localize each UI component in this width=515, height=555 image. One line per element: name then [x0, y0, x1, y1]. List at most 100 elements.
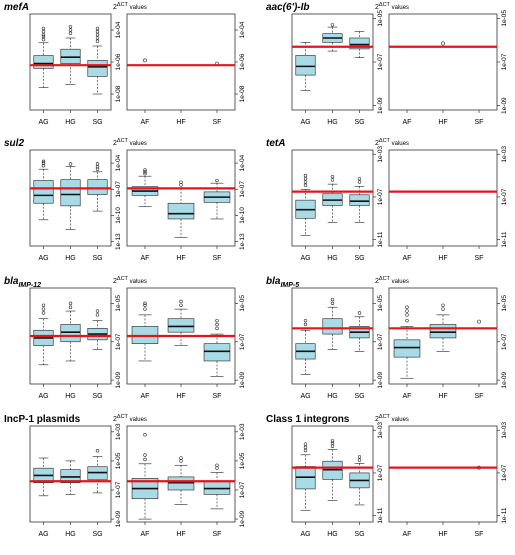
outlier-point: [330, 439, 335, 443]
category-label: AF: [403, 531, 412, 538]
right-plot: 1e-09 1e-07 1e-05 1e-03 AF HF SF: [126, 423, 246, 538]
outlier-point: [330, 23, 335, 27]
panel-title: blaIMP-5: [266, 276, 299, 289]
box: [60, 324, 81, 343]
outlier-point: [95, 449, 100, 453]
unit-superscript: ΔCT: [117, 276, 129, 282]
category-label: SF: [213, 531, 222, 538]
outlier-point: [68, 305, 73, 309]
y-tick-label: 1e-03: [239, 423, 246, 440]
y-tick-label: 1e-03: [377, 146, 384, 163]
outlier-point: [41, 26, 46, 31]
outlier-point: [357, 177, 362, 181]
outlier-point: [179, 299, 183, 304]
outlier-point: [303, 448, 308, 453]
left-plot: 1e-13 1e-10 1e-07 1e-04 AG HG SG: [29, 149, 122, 262]
left-plot: 1e-09 1e-07 1e-05 1e-03 AG HG SG: [29, 423, 122, 538]
outlier-point: [143, 433, 147, 437]
outlier-point: [143, 168, 147, 172]
box: [393, 339, 421, 358]
outlier-point: [405, 309, 409, 313]
y-tick-label: 1e-03: [115, 423, 122, 440]
y-tick-label: 1e-09: [115, 371, 122, 388]
category-label: AF: [141, 119, 150, 126]
y-tick-label: 1e-09: [115, 510, 122, 527]
outlier-point: [441, 303, 445, 307]
outlier-point: [441, 307, 445, 311]
outlier-point: [215, 466, 219, 470]
outlier-point: [215, 322, 219, 327]
panel-title: IncP-1 plasmids: [4, 414, 81, 425]
panel-title-text: bla: [4, 276, 19, 287]
box: [349, 194, 370, 206]
y-tick-label: 1e-06: [115, 53, 122, 70]
category-label: AG: [38, 531, 48, 538]
y-tick-label: 1e-13: [115, 233, 122, 250]
outlier-point: [41, 307, 46, 311]
outlier-point: [179, 303, 183, 307]
outlier-point: [95, 313, 100, 317]
right-plot: 1e-09 1e-07 1e-05 AF HF SF: [388, 10, 508, 126]
y-axis-unit-label: 2ΔCT values: [375, 276, 409, 285]
panel-title-text: Class 1 integrons: [266, 414, 350, 425]
y-tick-label: 1e-07: [239, 333, 246, 350]
box: [203, 343, 231, 362]
category-label: AF: [403, 393, 412, 400]
unit-suffix: values: [390, 5, 409, 11]
panel-title: Class 1 integrons: [266, 414, 350, 425]
category-label: AG: [300, 255, 310, 262]
y-tick-label: 1e-04: [115, 154, 122, 171]
right-plot: 1e-11 1e-07 1e-03 AF HF SF: [388, 422, 508, 538]
box: [87, 60, 108, 77]
panel-2: aac(6')-Ib 2ΔCT values 1e-09 1e-07 1e-05 AG HG…: [266, 2, 508, 126]
panel-3: sul2 2ΔCT values 1e-13 1e-10 1e-07 1e-04 AG HG S…: [4, 138, 246, 262]
category-label: HG: [327, 531, 338, 538]
category-label: SF: [475, 119, 484, 126]
y-tick-label: 1e-07: [377, 333, 384, 350]
outlier-point: [179, 456, 183, 460]
outlier-point: [143, 303, 147, 307]
unit-base: 2: [113, 278, 117, 285]
outlier-point: [41, 34, 46, 39]
unit-base: 2: [375, 140, 379, 147]
left-plot: 1e-11 1e-07 1e-03 AG HG SG: [291, 146, 384, 262]
category-label: HF: [438, 531, 447, 538]
outlier-point: [405, 313, 409, 317]
panel-8: Class 1 integrons 2ΔCT values1e-111e-071e…: [266, 414, 508, 538]
category-label: SF: [213, 119, 222, 126]
y-tick-label: 1e-03: [501, 422, 508, 439]
outlier-point: [41, 29, 46, 34]
plot-frame: [388, 425, 498, 523]
unit-superscript: ΔCT: [379, 414, 391, 420]
y-axis-unit-label: 2ΔCT values: [113, 414, 147, 423]
panel-title: mefA: [4, 2, 29, 13]
y-tick-label: 1e-05: [115, 295, 122, 312]
plot-frame: [388, 149, 498, 247]
unit-suffix: values: [390, 279, 409, 285]
category-label: AF: [141, 255, 150, 262]
left-plot: 1e-09 1e-07 1e-05 AG HG SG: [29, 287, 122, 400]
panel-title-text: mefA: [4, 2, 29, 13]
unit-superscript: ΔCT: [379, 276, 391, 282]
outlier-point: [95, 26, 100, 31]
outlier-point: [41, 161, 46, 165]
outlier-point: [95, 309, 100, 313]
y-tick-label: 1e-05: [239, 295, 246, 312]
category-label: AG: [300, 393, 310, 400]
y-tick-label: 1e-05: [239, 452, 246, 469]
category-label: HF: [176, 531, 185, 538]
unit-superscript: ΔCT: [117, 414, 129, 420]
panel-5: blaIMP-12 2ΔCT values 1e-09 1e-07 1e-05 AG HG S…: [4, 276, 246, 400]
category-label: AG: [38, 119, 48, 126]
y-tick-label: 1e-05: [115, 452, 122, 469]
category-label: SF: [213, 393, 222, 400]
panel-title-text: IncP-1 plasmids: [4, 414, 81, 425]
outlier-point: [95, 36, 100, 40]
outlier-point: [357, 311, 362, 315]
category-label: HF: [438, 119, 447, 126]
category-label: SG: [92, 119, 102, 126]
left-plot: 1e-08 1e-06 1e-04 AG HG SG: [29, 13, 122, 126]
unit-suffix: values: [390, 141, 409, 147]
